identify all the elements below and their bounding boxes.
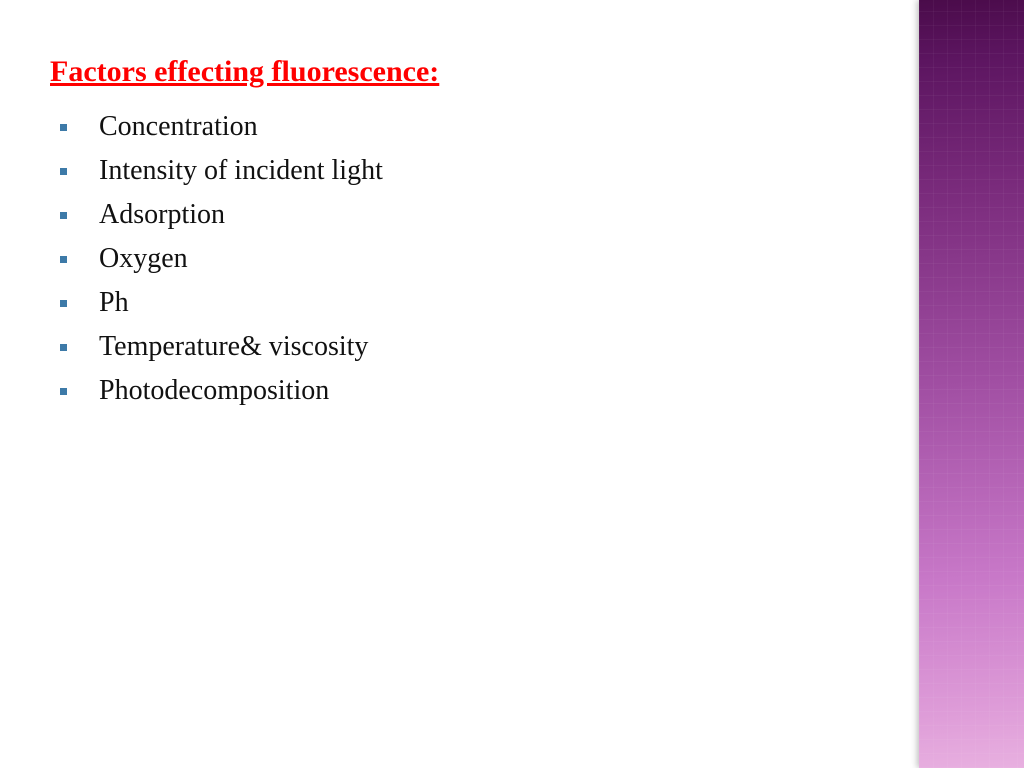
list-item-label: Intensity of incident light — [99, 155, 383, 187]
factor-list: Concentration Intensity of incident ligh… — [50, 111, 884, 407]
list-item-label: Oxygen — [99, 243, 188, 275]
decorative-sidebar — [919, 0, 1024, 768]
list-item-label: Adsorption — [99, 199, 225, 231]
list-item-label: Ph — [99, 287, 129, 319]
list-item: Photodecomposition — [60, 375, 884, 407]
bullet-icon — [60, 124, 67, 131]
list-item-label: Temperature& viscosity — [99, 331, 368, 363]
list-item: Intensity of incident light — [60, 155, 884, 187]
bullet-icon — [60, 168, 67, 175]
slide-title: Factors effecting fluorescence: — [50, 55, 884, 89]
list-item: Temperature& viscosity — [60, 331, 884, 363]
slide-content: Factors effecting fluorescence: Concentr… — [50, 55, 884, 419]
list-item: Ph — [60, 287, 884, 319]
bullet-icon — [60, 212, 67, 219]
bullet-icon — [60, 300, 67, 307]
bullet-icon — [60, 256, 67, 263]
list-item-label: Concentration — [99, 111, 258, 143]
list-item: Oxygen — [60, 243, 884, 275]
list-item: Concentration — [60, 111, 884, 143]
list-item-label: Photodecomposition — [99, 375, 329, 407]
list-item: Adsorption — [60, 199, 884, 231]
bullet-icon — [60, 344, 67, 351]
bullet-icon — [60, 388, 67, 395]
